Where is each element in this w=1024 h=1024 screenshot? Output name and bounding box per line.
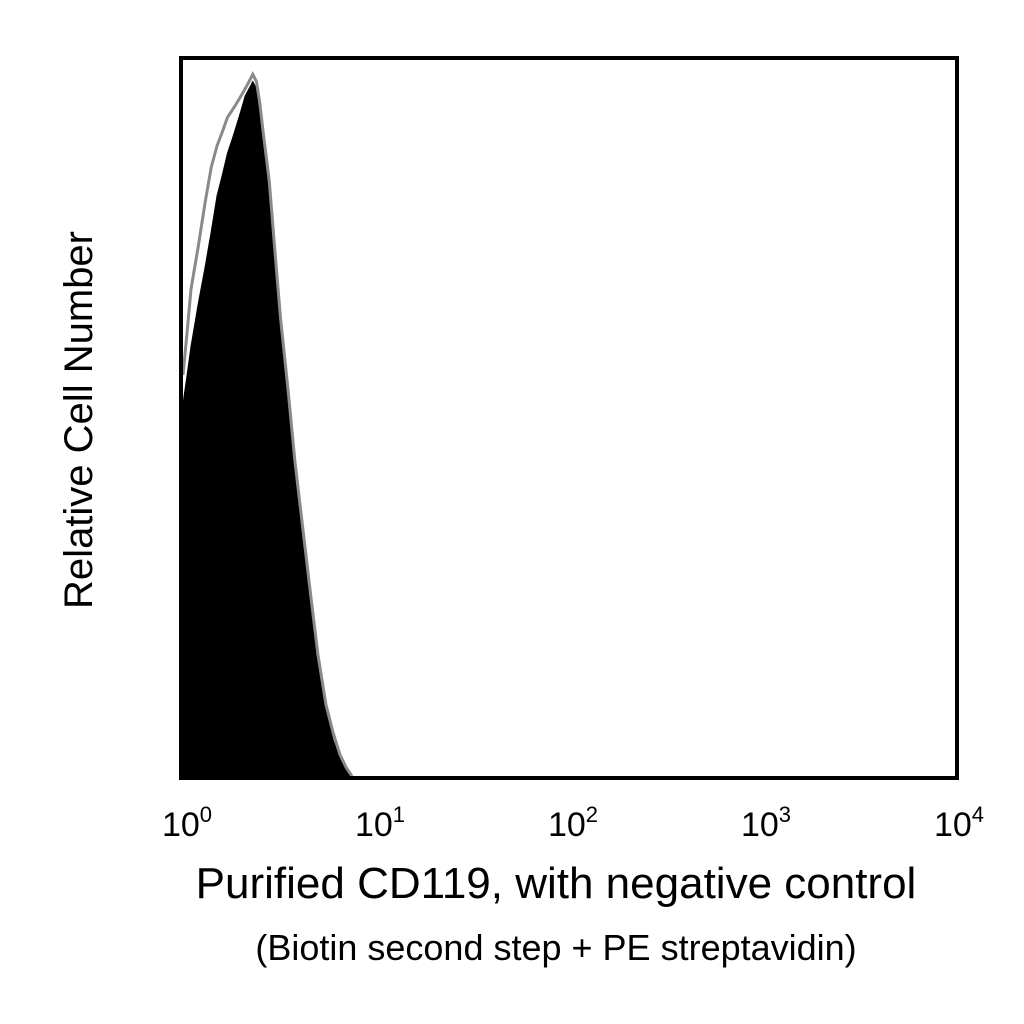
x-tick-label: 100 bbox=[162, 802, 212, 844]
x-tick-label: 102 bbox=[548, 802, 598, 844]
x-tick-label: 103 bbox=[741, 802, 791, 844]
plot-frame bbox=[179, 56, 959, 780]
x-axis-sublabel: (Biotin second step + PE streptavidin) bbox=[255, 927, 856, 968]
x-axis-label: Purified CD119, with negative control bbox=[196, 859, 917, 908]
x-tick-label: 104 bbox=[934, 802, 984, 844]
x-tick-label: 101 bbox=[355, 802, 405, 844]
histogram-outline-series bbox=[181, 70, 354, 777]
series-layer bbox=[181, 70, 354, 777]
x-axis-ticks: 100 101 102 103 104 bbox=[162, 802, 984, 844]
y-axis-label: Relative Cell Number bbox=[57, 231, 101, 609]
